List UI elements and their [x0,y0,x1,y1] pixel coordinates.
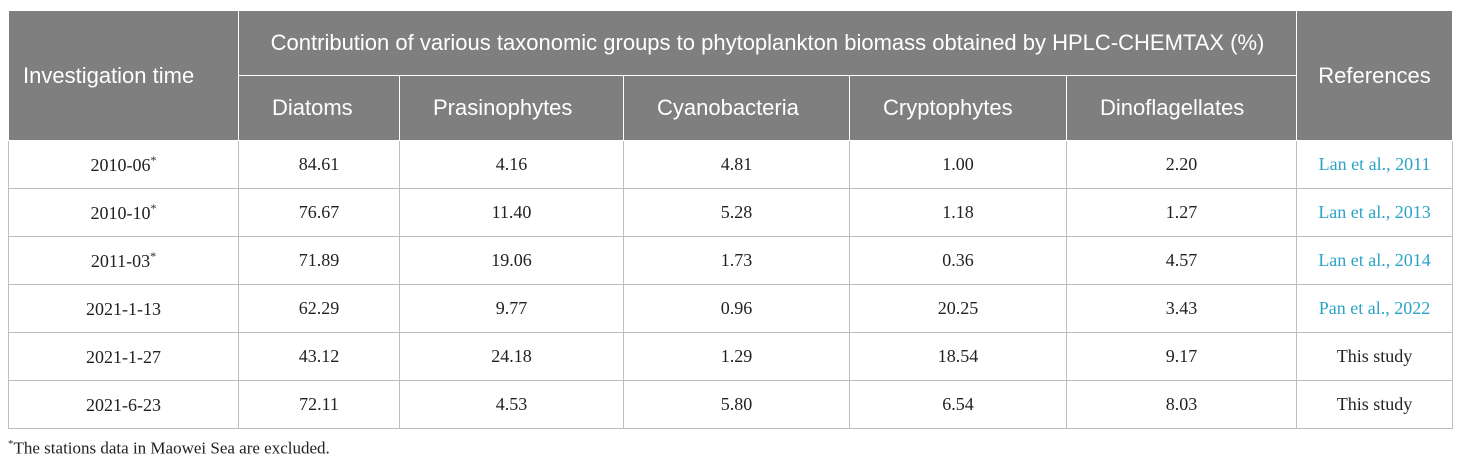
header-group-prasinophytes: Prasinophytes [399,75,624,141]
cell-cryptophytes: 1.00 [849,140,1067,189]
time-value: 2021-6-23 [86,395,161,415]
cell-cyanobacteria: 1.29 [623,332,850,381]
time-footnote-mark: * [150,153,157,167]
cell-investigation-time: 2010-06* [8,140,239,189]
cell-prasinophytes: 4.16 [399,140,624,189]
header-group-title: Contribution of various taxonomic groups… [237,10,1298,76]
table-container: Investigation time Contribution of vario… [8,10,1454,459]
reference-text: This study [1296,380,1454,429]
table-body: 2010-06* 84.61 4.16 4.81 1.00 2.20 Lan et al.,… [8,140,1454,429]
reference-text: This study [1296,332,1454,381]
table-row: 2021-1-13 62.29 9.77 0.96 20.25 3.43 Pan et al… [8,284,1454,333]
cell-cryptophytes: 20.25 [849,284,1067,333]
cell-diatoms: 71.89 [238,236,400,285]
cell-prasinophytes: 9.77 [399,284,624,333]
time-value: 2011-03 [90,251,151,271]
cell-dinoflagellates: 1.27 [1065,188,1298,237]
cell-prasinophytes: 24.18 [399,332,624,381]
cell-investigation-time: 2021-6-23 [8,380,239,429]
cell-investigation-time: 2021-1-27 [8,332,239,381]
header-references: References [1296,10,1454,141]
cell-investigation-time: 2011-03* [8,236,239,285]
header-group-cyanobacteria: Cyanobacteria [623,75,850,141]
header-row-top: Investigation time Contribution of vario… [8,10,1454,141]
cell-investigation-time: 2021-1-13 [8,284,239,333]
reference-link[interactable]: Pan et al., 2022 [1296,284,1454,333]
cell-dinoflagellates: 3.43 [1065,284,1298,333]
footnote: *The stations data in Maowei Sea are exc… [8,438,1452,459]
cell-diatoms: 76.67 [238,188,400,237]
reference-link[interactable]: Lan et al., 2013 [1296,188,1454,237]
cell-cryptophytes: 6.54 [849,380,1067,429]
footnote-mark: * [8,438,14,450]
cell-cyanobacteria: 5.28 [623,188,850,237]
time-value: 2021-1-13 [86,299,161,319]
table-row: 2011-03* 71.89 19.06 1.73 0.36 4.57 Lan et al.… [8,236,1454,285]
cell-dinoflagellates: 2.20 [1065,140,1298,189]
header-group-dinoflagellates: Dinoflagellates [1065,75,1298,141]
cell-diatoms: 43.12 [238,332,400,381]
cell-diatoms: 62.29 [238,284,400,333]
table-row: 2021-1-27 43.12 24.18 1.29 18.54 9.17 This stu… [8,332,1454,381]
cell-diatoms: 72.11 [238,380,400,429]
cell-cyanobacteria: 0.96 [623,284,850,333]
reference-link[interactable]: Lan et al., 2014 [1296,236,1454,285]
table-row: 2021-6-23 72.11 4.53 5.80 6.54 8.03 This study [8,380,1454,429]
cell-dinoflagellates: 8.03 [1065,380,1298,429]
cell-cyanobacteria: 1.73 [623,236,850,285]
cell-prasinophytes: 11.40 [399,188,624,237]
cell-diatoms: 84.61 [238,140,400,189]
table-row: 2010-10* 76.67 11.40 5.28 1.18 1.27 Lan et al.… [8,188,1454,237]
cell-investigation-time: 2010-10* [8,188,239,237]
phytoplankton-table: Investigation time Contribution of vario… [8,10,1454,429]
footnote-text: The stations data in Maowei Sea are excl… [13,438,330,458]
header-group-diatoms: Diatoms [238,75,400,141]
cell-cryptophytes: 0.36 [849,236,1067,285]
time-value: 2010-10 [90,203,151,223]
cell-prasinophytes: 4.53 [399,380,624,429]
header-row-sub: Diatoms Prasinophytes Cyanobacteria Cryptop… [9,75,1453,141]
header-investigation-time: Investigation time [8,10,239,141]
cell-cryptophytes: 1.18 [849,188,1067,237]
table-row: 2010-06* 84.61 4.16 4.81 1.00 2.20 Lan et al.,… [8,140,1454,189]
reference-link[interactable]: Lan et al., 2011 [1296,140,1454,189]
cell-cryptophytes: 18.54 [849,332,1067,381]
header-group-cryptophytes: Cryptophytes [849,75,1067,141]
cell-prasinophytes: 19.06 [399,236,624,285]
cell-cyanobacteria: 4.81 [623,140,850,189]
time-value: 2021-1-27 [86,347,161,367]
time-footnote-mark: * [150,249,157,263]
cell-dinoflagellates: 4.57 [1065,236,1298,285]
time-footnote-mark: * [150,201,157,215]
cell-dinoflagellates: 9.17 [1065,332,1298,381]
time-value: 2010-06 [90,155,151,175]
cell-cyanobacteria: 5.80 [623,380,850,429]
